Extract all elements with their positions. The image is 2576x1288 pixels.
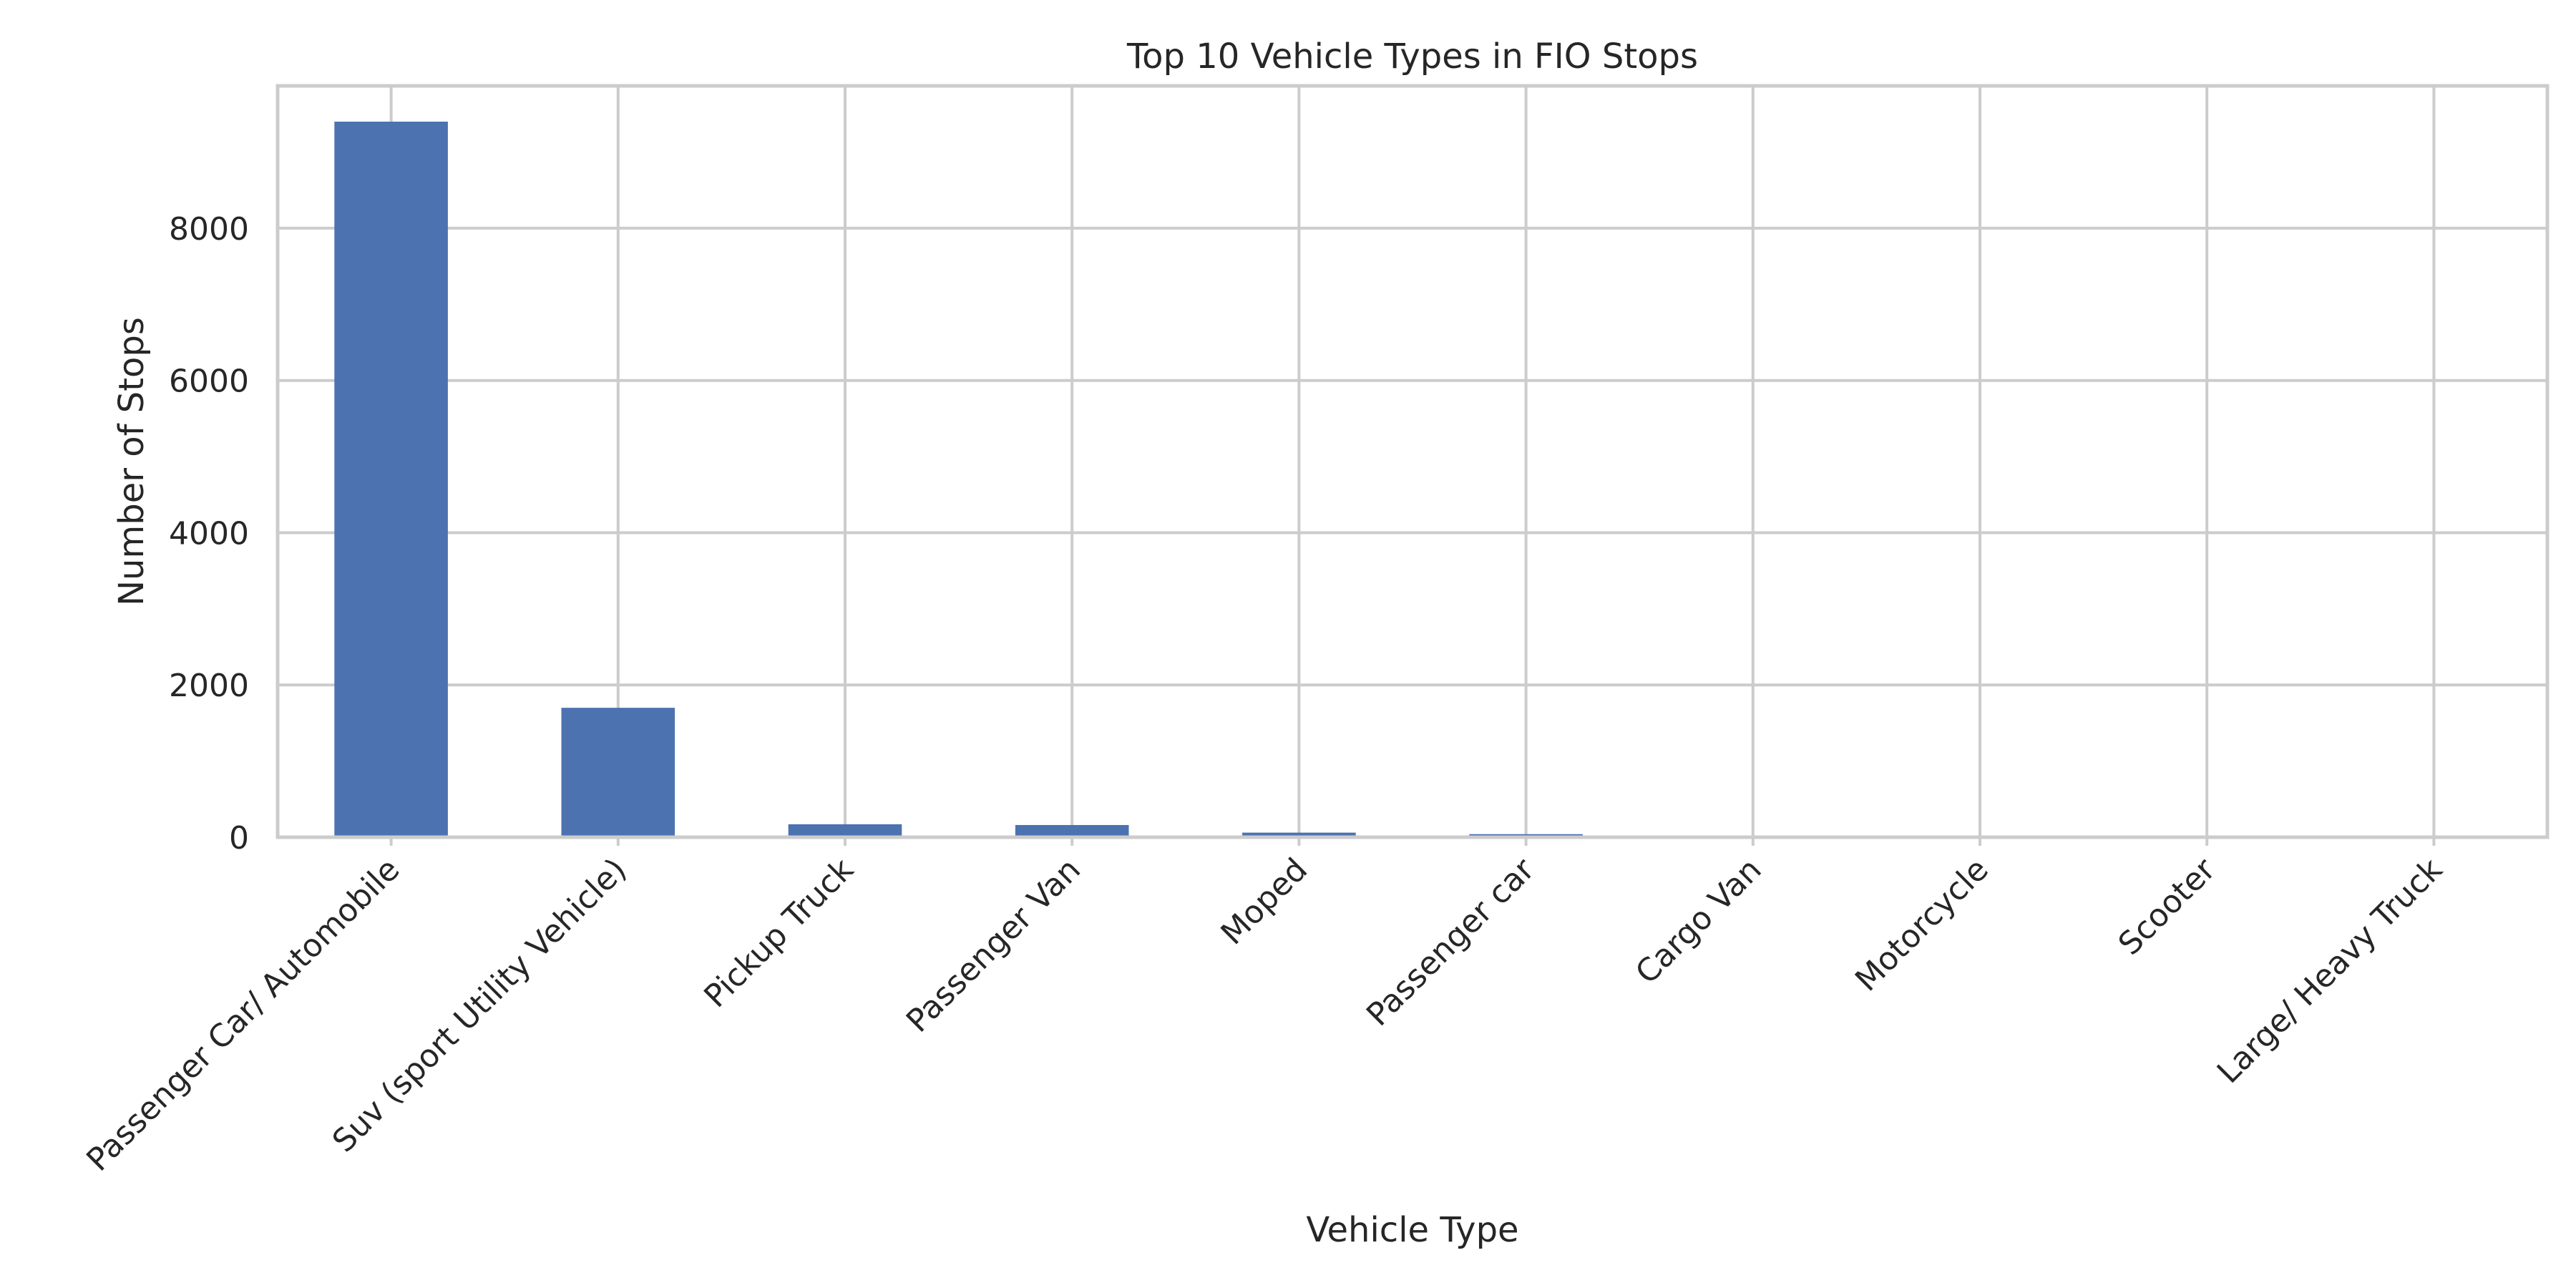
bar xyxy=(334,122,448,837)
y-tick-label: 0 xyxy=(229,820,249,857)
y-tick-label: 6000 xyxy=(169,364,249,400)
plot-frame xyxy=(275,84,2550,839)
y-tick-label: 8000 xyxy=(169,211,249,248)
y-axis-label: Number of Stops xyxy=(112,317,152,606)
x-tick-label: Passenger car xyxy=(1360,851,1542,1033)
x-tick-label: Pickup Truck xyxy=(697,851,861,1015)
bar-layer xyxy=(334,122,2491,837)
x-tick-label: Cargo Van xyxy=(1629,852,1768,991)
chart-title: Top 10 Vehicle Types in FIO Stops xyxy=(1126,36,1698,77)
bar xyxy=(1015,824,1129,837)
x-tick-label: Large/ Heavy Truck xyxy=(2210,851,2450,1091)
x-tick-label: Scooter xyxy=(2112,851,2223,962)
x-tick-label: Moped xyxy=(1214,852,1315,952)
x-tick-label: Motorcycle xyxy=(1848,852,1996,999)
x-axis-label: Vehicle Type xyxy=(1306,1210,1518,1250)
bar xyxy=(1242,832,1356,837)
y-tick-label: 2000 xyxy=(169,668,249,704)
x-tick-label: Passenger Van xyxy=(899,852,1088,1040)
bar xyxy=(788,824,902,837)
bar xyxy=(561,708,675,837)
y-tick-label: 4000 xyxy=(169,515,249,552)
